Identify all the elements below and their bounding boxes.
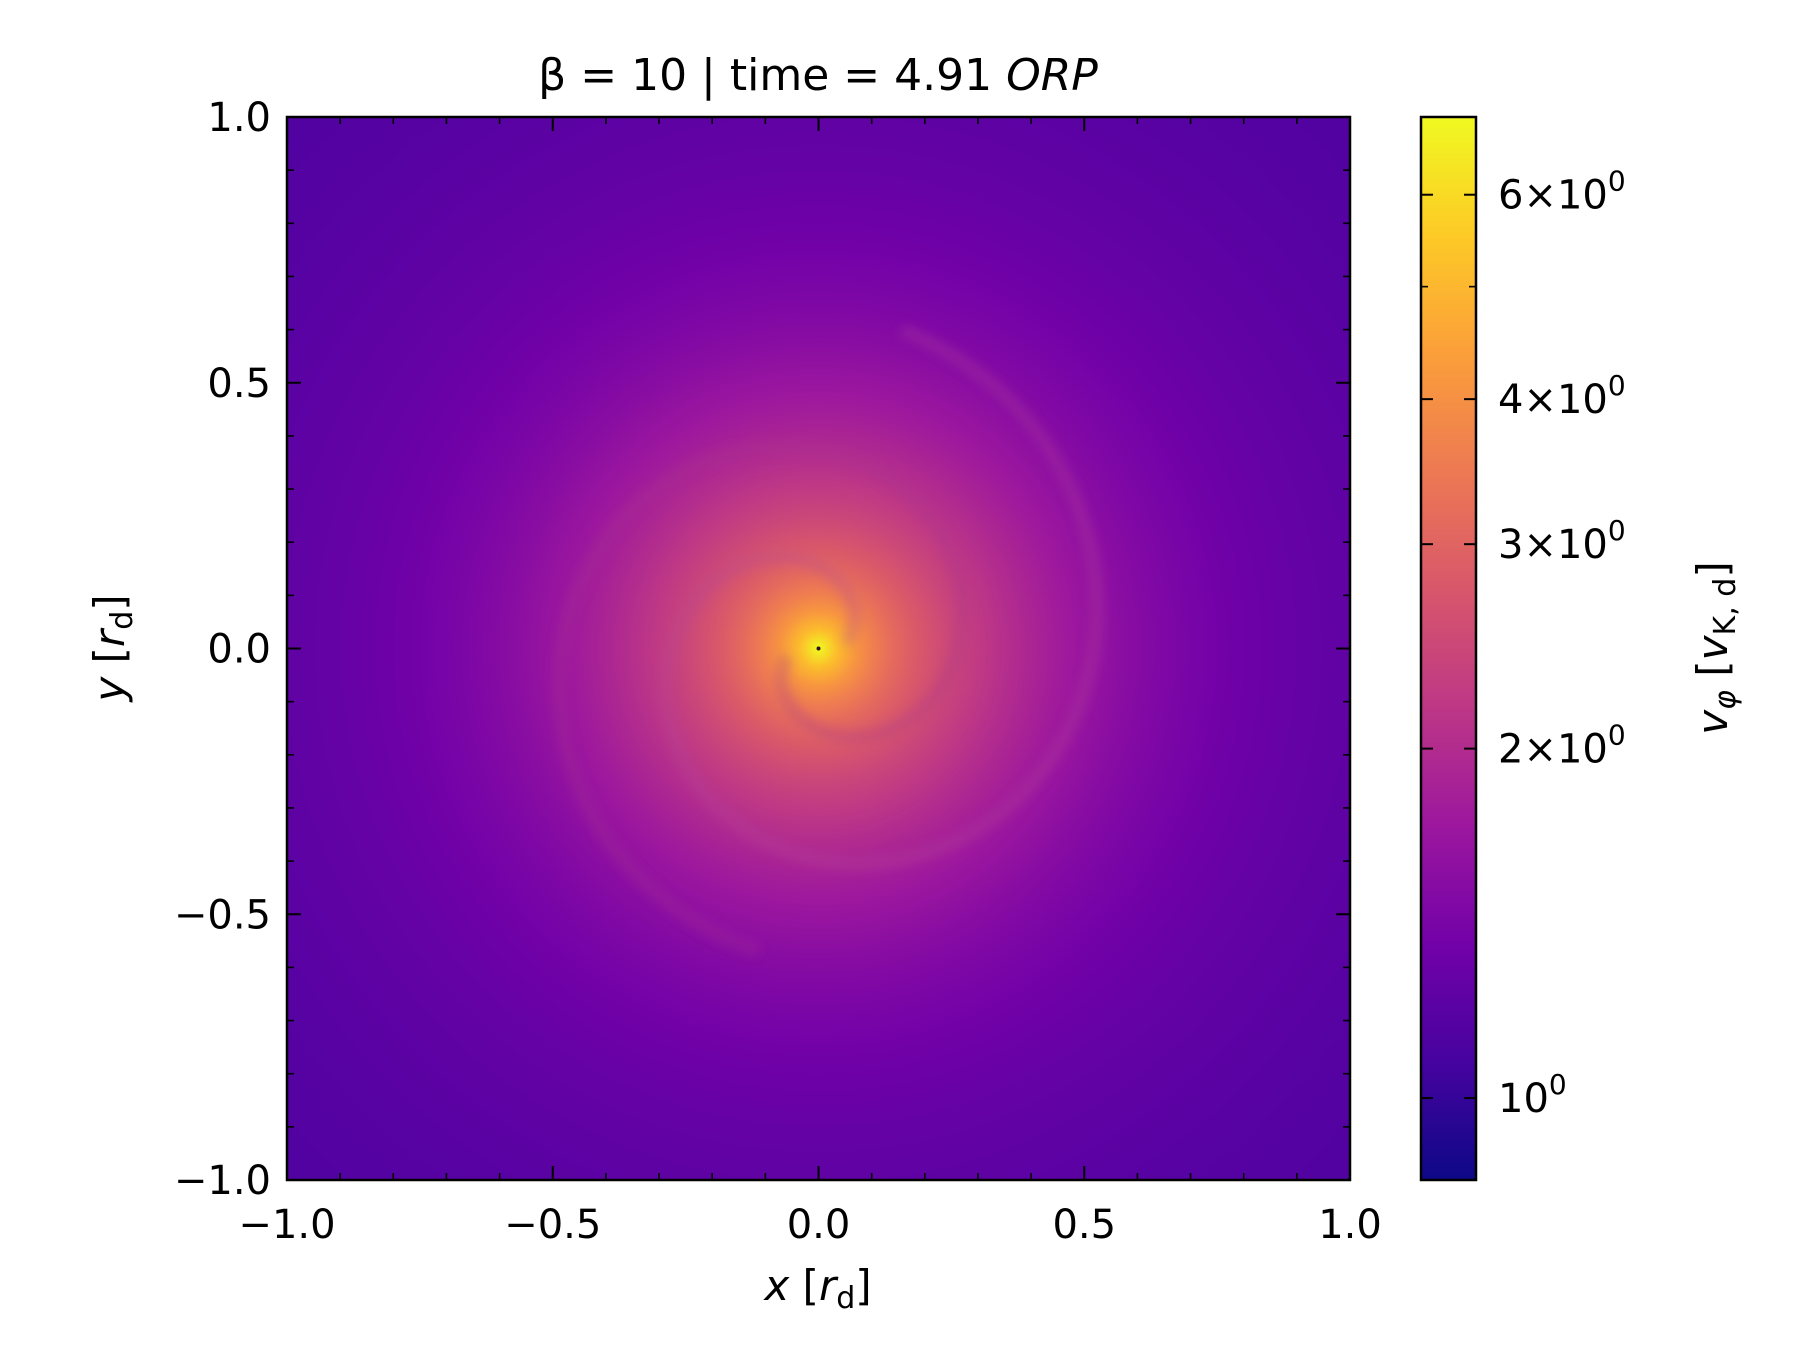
x-axis-label-unit: r (819, 1261, 839, 1310)
x-axis-label-open: [ (789, 1261, 819, 1310)
colorbar-label: vφ [vK, d] (1688, 561, 1743, 734)
colorbar-tick-label: 2×100 (1498, 719, 1626, 773)
chart-title-main: β = 10 | time = 4.91 (538, 50, 1006, 101)
colorbar-label-var: v (1688, 709, 1737, 735)
spiral-arm (551, 439, 970, 958)
y-axis-label: y [rd] (85, 594, 140, 703)
x-tick-label: 1.0 (1318, 1202, 1382, 1248)
y-axis-label-var: y (85, 676, 134, 704)
x-axis-label-sub: d (836, 1281, 855, 1316)
colorbar-label-unit-sub: K, d (1708, 578, 1743, 636)
x-axis-label: x [rd] (762, 1261, 871, 1316)
spiral-arm (659, 323, 1105, 871)
y-axis: 1.0 0.5 0.0 −0.5 −1.0 (174, 95, 1350, 1204)
colorbar-label-unit: v (1688, 634, 1737, 660)
x-tick-label: −1.0 (238, 1202, 335, 1248)
colorbar-tick-label: 100 (1498, 1068, 1567, 1122)
y-tick-label: −0.5 (174, 892, 271, 938)
colorbar (1419, 115, 1478, 1182)
colorbar-label-open: [ (1688, 660, 1737, 690)
spiral-features (551, 323, 1105, 958)
colorbar-tick-label: 6×100 (1498, 165, 1626, 219)
chart-title-italic: ORP (1006, 50, 1098, 101)
x-axis-label-var: x (762, 1261, 790, 1310)
y-tick-label: −1.0 (174, 1158, 271, 1204)
x-tick-label: 0.5 (1052, 1202, 1116, 1248)
central-point (816, 646, 821, 651)
x-tick-label: −0.5 (504, 1202, 601, 1248)
y-axis-label-open: [ (85, 647, 134, 677)
y-axis-label-sub: d (105, 611, 140, 630)
y-tick-label: 0.0 (207, 627, 271, 673)
chart-title: β = 10 | time = 4.91 ORP (538, 50, 1098, 101)
x-axis-label-close: ] (855, 1261, 871, 1310)
y-axis-label-unit: r (85, 627, 134, 647)
x-tick-label: 0.0 (787, 1202, 851, 1248)
colorbar-label-sub: φ (1708, 690, 1743, 710)
y-axis-label-close: ] (85, 594, 134, 610)
colorbar-ticks: 100 2×100 3×100 4×100 6×100 (1421, 165, 1626, 1122)
y-tick-label: 1.0 (207, 95, 271, 141)
colorbar-tick-label: 4×100 (1498, 369, 1626, 423)
y-tick-label: 0.5 (207, 361, 271, 407)
colorbar-label-close: ] (1688, 561, 1737, 577)
x-axis: −1.0 −0.5 0.0 0.5 1.0 (238, 117, 1382, 1248)
colorbar-tick-label: 3×100 (1498, 514, 1626, 568)
